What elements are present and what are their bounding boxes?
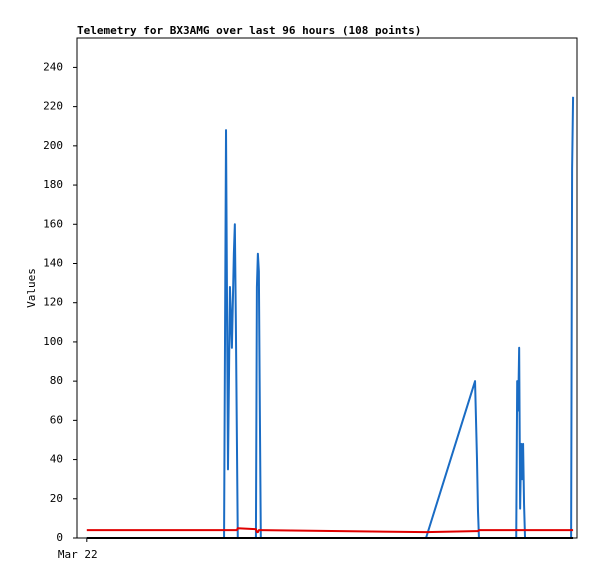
y-tick-label: 60 bbox=[50, 413, 63, 426]
y-tick-label: 40 bbox=[50, 453, 63, 466]
y-tick-label: 240 bbox=[43, 60, 63, 73]
series-line bbox=[86, 96, 575, 539]
y-tick-label: 160 bbox=[43, 217, 63, 230]
y-tick-label: 120 bbox=[43, 296, 63, 309]
y-tick-label: 0 bbox=[56, 531, 63, 544]
y-tick-label: 220 bbox=[43, 100, 63, 113]
series-line bbox=[86, 527, 574, 534]
y-tick-label: 20 bbox=[50, 492, 63, 505]
plot-frame bbox=[76, 37, 578, 539]
y-tick-label: 100 bbox=[43, 335, 63, 348]
y-tick-label: 80 bbox=[50, 374, 63, 387]
y-axis-label: Values bbox=[25, 268, 38, 308]
y-tick-label: 140 bbox=[43, 256, 63, 269]
x-tick-label: Mar 22 bbox=[58, 548, 98, 561]
y-tick-label: 180 bbox=[43, 178, 63, 191]
y-tick-label: 200 bbox=[43, 139, 63, 152]
chart-title: Telemetry for BX3AMG over last 96 hours … bbox=[77, 24, 421, 37]
